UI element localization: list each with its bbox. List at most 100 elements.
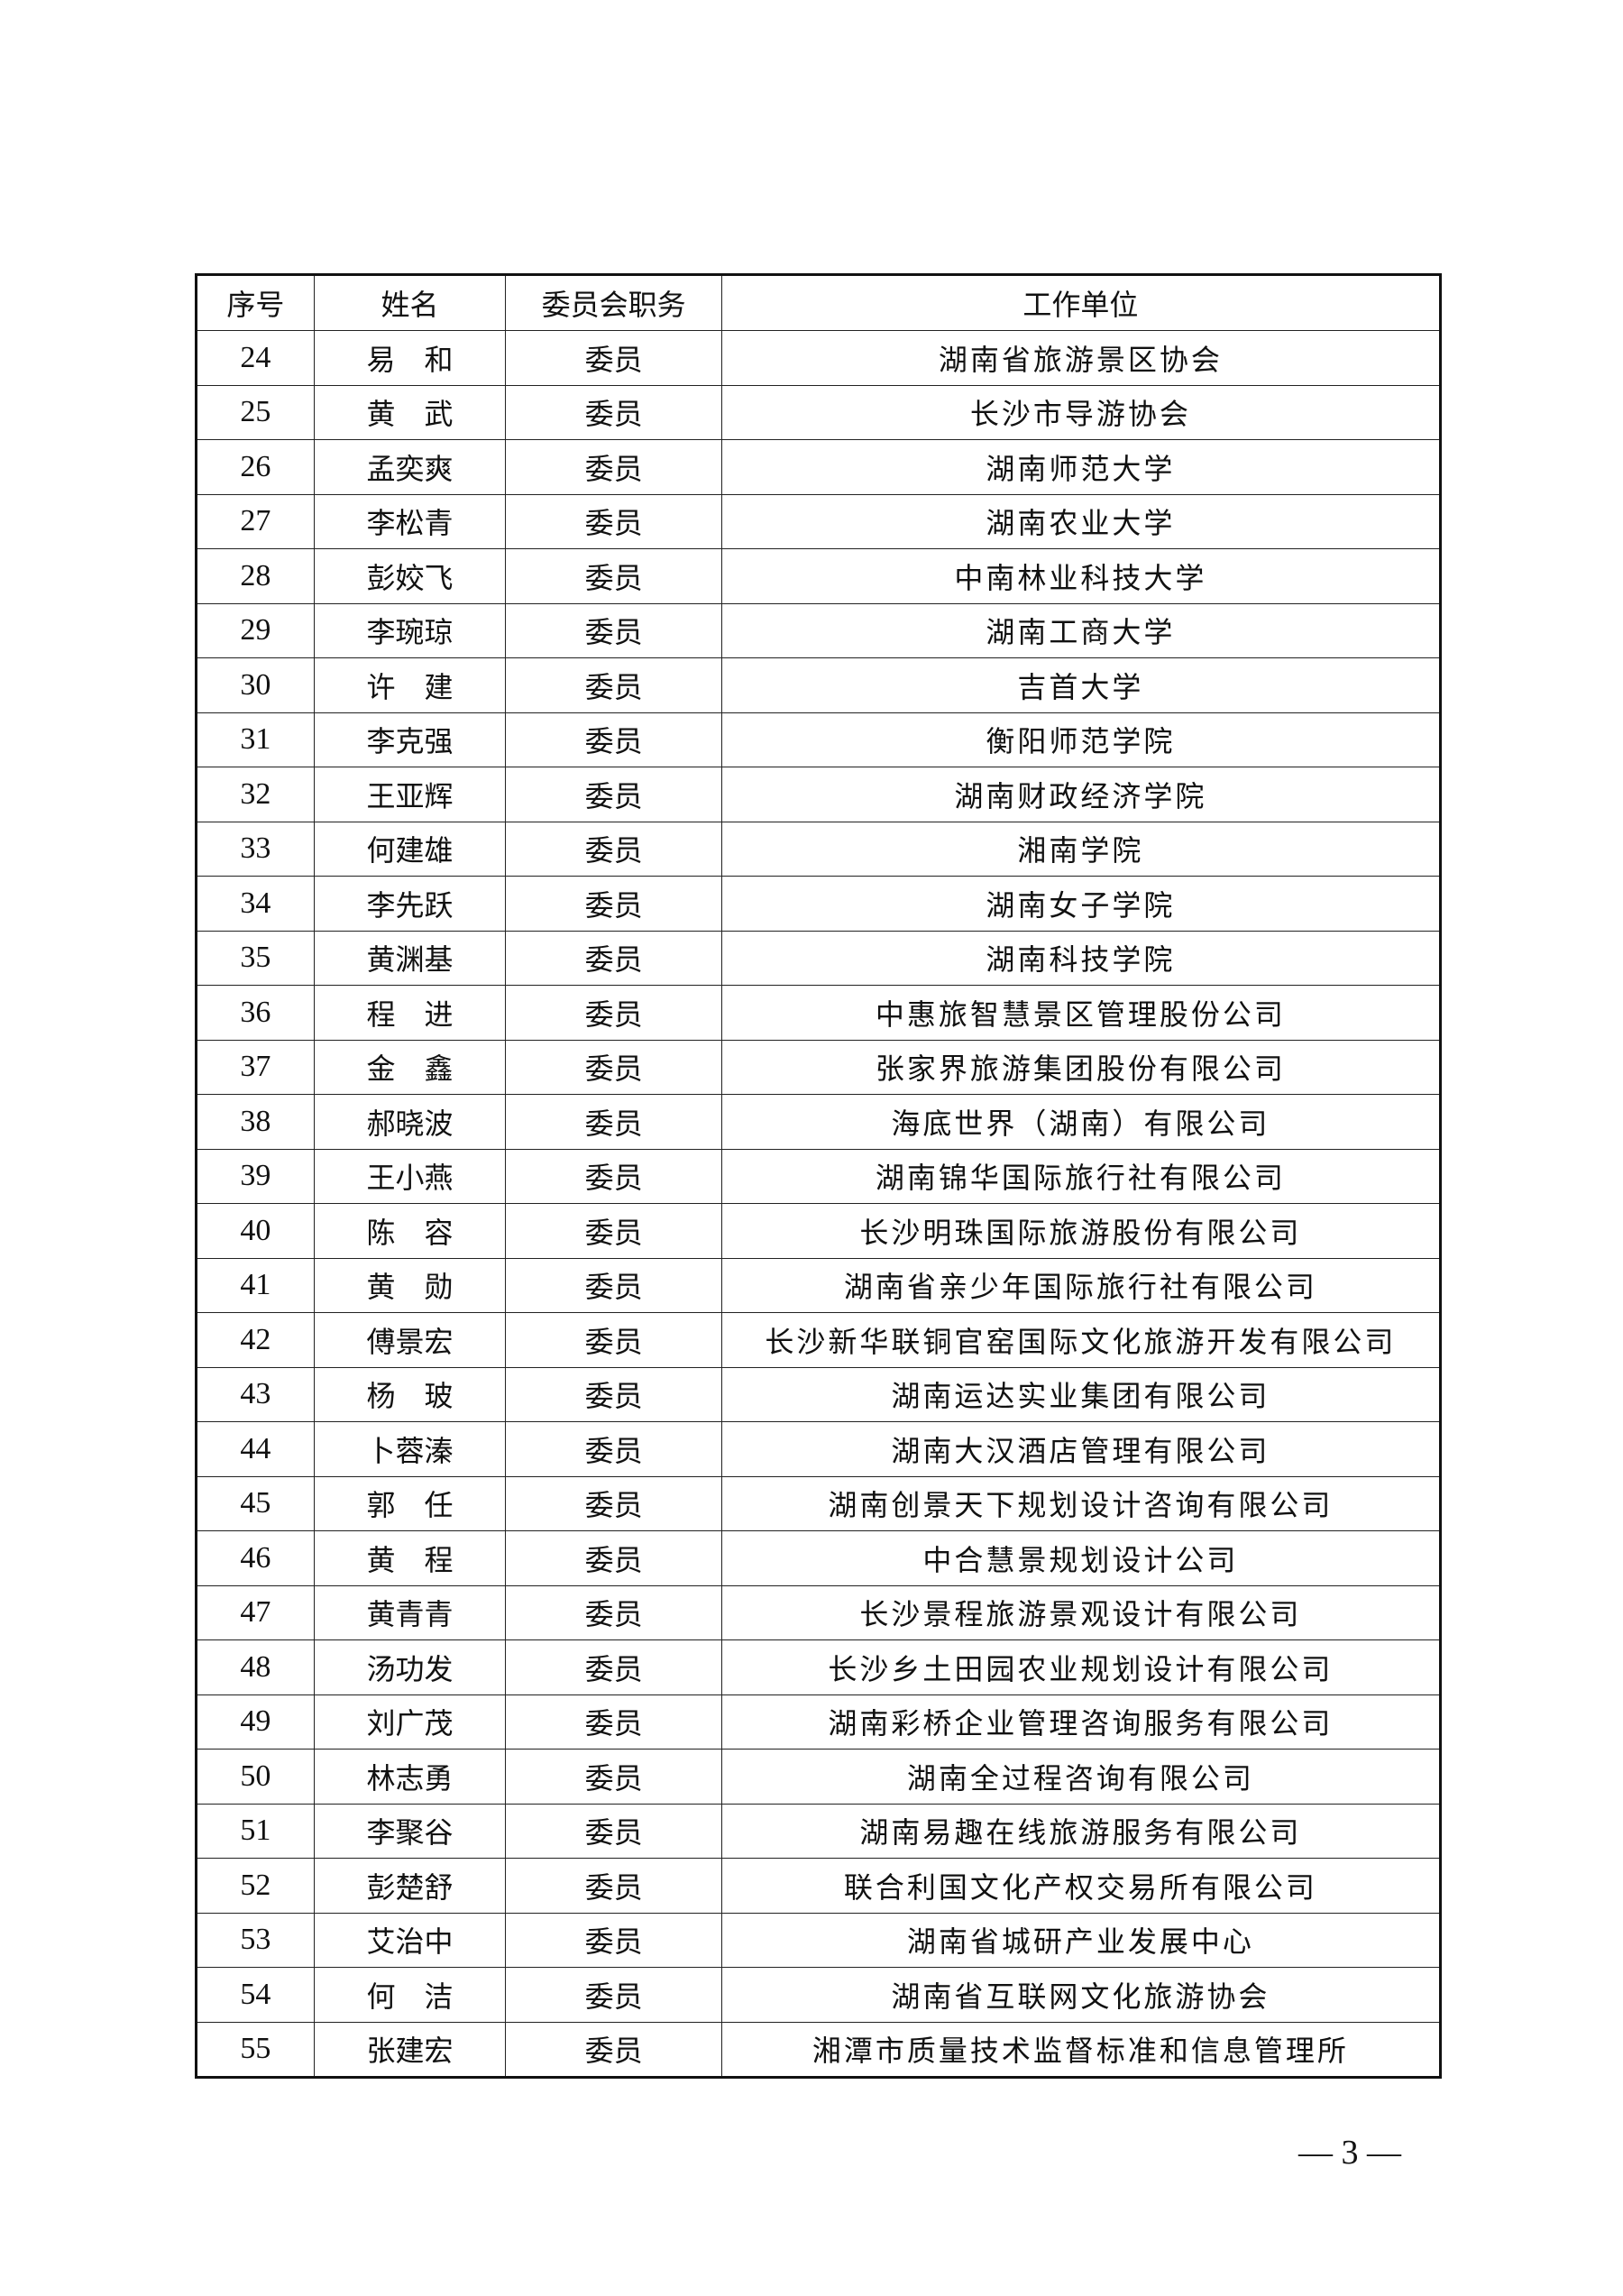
table-header-row: 序号 姓名 委员会职务 工作单位 [196, 274, 1442, 331]
table-row: 35 黄渊基 委员 湖南科技学院 [196, 930, 1442, 986]
header-name: 姓名 [313, 274, 507, 331]
cell-organization: 湖南女子学院 [720, 876, 1442, 932]
cell-organization: 湖南省亲少年国际旅行社有限公司 [720, 1257, 1442, 1313]
table-row: 44 卜蓉溱 委员 湖南大汉酒店管理有限公司 [196, 1421, 1442, 1477]
cell-index: 46 [196, 1530, 315, 1586]
cell-name: 刘广茂 [313, 1694, 507, 1750]
table-row: 47 黄青青 委员 长沙景程旅游景观设计有限公司 [196, 1584, 1442, 1640]
cell-position: 委员 [505, 1639, 722, 1695]
page-number: — 3 — [1298, 2134, 1401, 2172]
cell-organization: 长沙景程旅游景观设计有限公司 [720, 1584, 1442, 1640]
cell-organization: 湖南彩桥企业管理咨询服务有限公司 [720, 1694, 1442, 1750]
cell-position: 委员 [505, 1421, 722, 1477]
cell-name: 郭 任 [313, 1475, 507, 1531]
cell-index: 25 [196, 384, 315, 440]
cell-name: 李聚谷 [313, 1803, 507, 1859]
cell-position: 委员 [505, 1366, 722, 1422]
table-row: 50 林志勇 委员 湖南全过程咨询有限公司 [196, 1749, 1442, 1805]
cell-index: 52 [196, 1858, 315, 1914]
table-row: 27 李松青 委员 湖南农业大学 [196, 493, 1442, 549]
cell-name: 艾治中 [313, 1912, 507, 1968]
cell-name: 郝晓波 [313, 1094, 507, 1150]
cell-organization: 湖南工商大学 [720, 602, 1442, 658]
cell-organization: 湖南财政经济学院 [720, 767, 1442, 822]
cell-name: 陈 容 [313, 1203, 507, 1259]
cell-position: 委员 [505, 548, 722, 604]
cell-index: 45 [196, 1475, 315, 1531]
table-row: 29 李琬琼 委员 湖南工商大学 [196, 602, 1442, 658]
cell-position: 委员 [505, 384, 722, 440]
cell-name: 黄 武 [313, 384, 507, 440]
table-row: 45 郭 任委员 湖南创景天下规划设计咨询有限公司 [196, 1475, 1442, 1531]
table-row: 26 孟奕爽 委员 湖南师范大学 [196, 439, 1442, 495]
cell-name: 李克强 [313, 712, 507, 767]
cell-position: 委员 [505, 1094, 722, 1150]
cell-position: 委员 [505, 1967, 722, 2023]
cell-organization: 湖南省旅游景区协会 [720, 330, 1442, 386]
cell-organization: 中惠旅智慧景区管理股份公司 [720, 985, 1442, 1041]
cell-position: 委员 [505, 1858, 722, 1914]
cell-name: 李琬琼 [313, 602, 507, 658]
cell-position: 委员 [505, 1584, 722, 1640]
cell-position: 委员 [505, 1203, 722, 1259]
table-row: 28 彭姣飞 委员 中南林业科技大学 [196, 548, 1442, 604]
cell-position: 委员 [505, 1803, 722, 1859]
cell-position: 委员 [505, 1312, 722, 1368]
cell-index: 31 [196, 712, 315, 767]
cell-position: 委员 [505, 930, 722, 986]
cell-organization: 长沙新华联铜官窑国际文化旅游开发有限公司 [720, 1312, 1442, 1368]
table-row: 32 王亚辉 委员 湖南财政经济学院 [196, 767, 1442, 822]
cell-name: 彭楚舒 [313, 1858, 507, 1914]
table-row: 55 张建宏 委员 湘潭市质量技术监督标准和信息管理所 [196, 2021, 1442, 2078]
table-row: 43 杨 玻委员 湖南运达实业集团有限公司 [196, 1366, 1442, 1422]
cell-organization: 长沙乡土田园农业规划设计有限公司 [720, 1639, 1442, 1695]
cell-name: 黄 勋 [313, 1257, 507, 1313]
cell-position: 委员 [505, 439, 722, 495]
cell-index: 26 [196, 439, 315, 495]
table-row: 41 黄 勋委员 湖南省亲少年国际旅行社有限公司 [196, 1257, 1442, 1313]
cell-name: 卜蓉溱 [313, 1421, 507, 1477]
cell-organization: 湖南创景天下规划设计咨询有限公司 [720, 1475, 1442, 1531]
table-row: 31 李克强 委员 衡阳师范学院 [196, 712, 1442, 767]
cell-name: 许 建 [313, 657, 507, 713]
cell-index: 38 [196, 1094, 315, 1150]
cell-organization: 湖南省城研产业发展中心 [720, 1912, 1442, 1968]
cell-index: 47 [196, 1584, 315, 1640]
cell-organization: 湖南农业大学 [720, 493, 1442, 549]
cell-position: 委员 [505, 1148, 722, 1204]
table-row: 30 许 建委员 吉首大学 [196, 657, 1442, 713]
cell-index: 53 [196, 1912, 315, 1968]
cell-position: 委员 [505, 1257, 722, 1313]
cell-position: 委员 [505, 1912, 722, 1968]
cell-organization: 湘潭市质量技术监督标准和信息管理所 [720, 2021, 1442, 2078]
cell-index: 34 [196, 876, 315, 932]
table-row: 40 陈 容委员 长沙明珠国际旅游股份有限公司 [196, 1203, 1442, 1259]
cell-position: 委员 [505, 602, 722, 658]
table-row: 25 黄 武委员 长沙市导游协会 [196, 384, 1442, 440]
cell-organization: 湖南师范大学 [720, 439, 1442, 495]
cell-organization: 联合利国文化产权交易所有限公司 [720, 1858, 1442, 1914]
cell-name: 易 和 [313, 330, 507, 386]
cell-name: 王亚辉 [313, 767, 507, 822]
cell-position: 委员 [505, 2021, 722, 2078]
cell-index: 43 [196, 1366, 315, 1422]
cell-organization: 湖南大汉酒店管理有限公司 [720, 1421, 1442, 1477]
cell-position: 委员 [505, 657, 722, 713]
header-index: 序号 [196, 274, 315, 331]
table-row: 54 何 洁委员 湖南省互联网文化旅游协会 [196, 1967, 1442, 2023]
cell-name: 何建雄 [313, 821, 507, 877]
cell-position: 委员 [505, 1039, 722, 1095]
member-table: 序号 姓名 委员会职务 工作单位 24 易 和委员 湖南省旅游景区协会 25 黄 武委员… [195, 273, 1442, 2079]
cell-index: 51 [196, 1803, 315, 1859]
cell-name: 程 进 [313, 985, 507, 1041]
cell-name: 汤功发 [313, 1639, 507, 1695]
cell-name: 孟奕爽 [313, 439, 507, 495]
cell-index: 44 [196, 1421, 315, 1477]
cell-index: 37 [196, 1039, 315, 1095]
cell-name: 林志勇 [313, 1749, 507, 1805]
cell-organization: 湖南运达实业集团有限公司 [720, 1366, 1442, 1422]
cell-organization: 湖南锦华国际旅行社有限公司 [720, 1148, 1442, 1204]
cell-organization: 湖南易趣在线旅游服务有限公司 [720, 1803, 1442, 1859]
cell-position: 委员 [505, 712, 722, 767]
cell-organization: 长沙明珠国际旅游股份有限公司 [720, 1203, 1442, 1259]
